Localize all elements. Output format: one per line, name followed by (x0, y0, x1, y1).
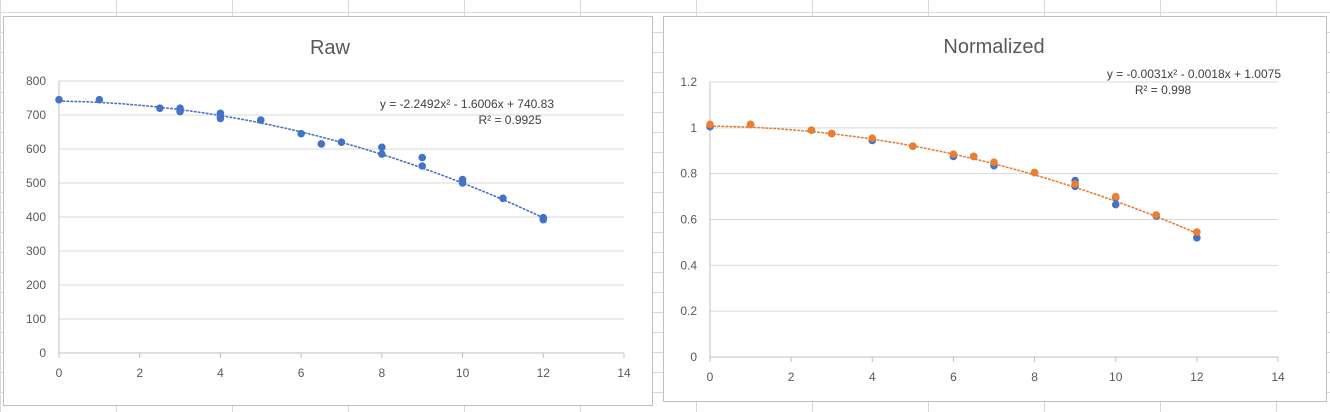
y-tick-label: 0.8 (680, 167, 697, 181)
y-tick-label: 0 (39, 346, 46, 360)
data-point (378, 143, 386, 152)
data-point (1030, 168, 1039, 177)
x-tick-label: 2 (788, 370, 795, 384)
x-tick-label: 8 (1031, 370, 1038, 384)
x-tick-label: 14 (1271, 370, 1285, 384)
y-tick-label: 1 (690, 121, 697, 135)
data-point (297, 129, 305, 138)
data-point (1152, 211, 1161, 219)
x-tick-label: 10 (456, 366, 470, 380)
x-tick-label: 12 (537, 366, 551, 380)
trendline-equation: y = -2.2492x² - 1.6006x + 740.83 (380, 97, 554, 111)
trendline-r2: R² = 0.9925 (478, 113, 541, 127)
y-tick-label: 1.2 (680, 75, 697, 89)
gridlines (58, 80, 625, 358)
chart-raw-svg: Raw 0 100 200 300 400 500 600 700 800 0 2 4 6 8 10 12 1… (26, 37, 631, 380)
data-point (458, 179, 467, 187)
x-tick-label: 0 (56, 366, 63, 380)
data-point (1071, 180, 1079, 188)
data-point (990, 158, 998, 167)
data-point (378, 150, 386, 158)
data-point (1111, 200, 1120, 209)
data-point (95, 95, 104, 104)
data-point (827, 129, 836, 138)
y-tick-label: 700 (26, 108, 46, 122)
data-point (909, 142, 917, 150)
trendline (709, 125, 1198, 235)
y-tick-label: 0.6 (680, 213, 697, 227)
x-tick-label: 8 (379, 366, 386, 380)
data-point (317, 140, 326, 148)
chart-normalized[interactable]: Normalized 0 0.2 0.4 0.6 0.8 1 1.2 0 2 4 6 8 10 12 14… (663, 16, 1327, 402)
data-point (868, 134, 877, 142)
points-group (706, 120, 1201, 242)
data-point (969, 152, 978, 161)
y-tick-labels: 0 100 200 300 400 500 600 700 800 (26, 74, 46, 360)
x-tick-label: 6 (298, 366, 305, 380)
data-point (156, 104, 164, 112)
x-tick-label: 4 (217, 366, 224, 380)
data-point (418, 162, 427, 170)
data-point (539, 215, 548, 224)
x-tick-label: 0 (707, 370, 714, 384)
x-tick-label: 2 (136, 366, 143, 380)
y-tick-label: 300 (26, 244, 46, 258)
data-point (256, 116, 265, 124)
trendline-group (709, 125, 1198, 235)
y-tick-label: 0.2 (680, 304, 697, 318)
data-point (55, 95, 63, 104)
y-tick-label: 0 (690, 350, 697, 364)
chart-title: Normalized (943, 36, 1044, 58)
data-point (1111, 192, 1120, 201)
data-point (807, 126, 816, 134)
trendline-group (58, 100, 545, 219)
data-point (949, 150, 958, 158)
gridlines (709, 81, 1279, 362)
data-point (746, 120, 755, 129)
x-tick-label: 4 (869, 370, 876, 384)
y-tick-label: 400 (26, 210, 46, 224)
data-point (1193, 234, 1201, 242)
trendline-r2: R² = 0.998 (1135, 83, 1192, 97)
y-tick-label: 500 (26, 176, 46, 190)
points-group (55, 95, 548, 224)
x-tick-labels: 0 2 4 6 8 10 12 14 (56, 366, 631, 380)
chart-normalized-svg: Normalized 0 0.2 0.4 0.6 0.8 1 1.2 0 2 4 6 8 10 12 14… (680, 36, 1285, 384)
y-tick-label: 200 (26, 278, 46, 292)
chart-raw[interactable]: Raw 0 100 200 300 400 500 600 700 800 0 2 4 6 8 10 12 1… (3, 16, 653, 406)
y-tick-labels: 0 0.2 0.4 0.6 0.8 1 1.2 (680, 75, 697, 364)
trendline (58, 100, 545, 219)
data-point (706, 120, 714, 129)
data-point (418, 153, 427, 162)
x-tick-label: 6 (950, 370, 957, 384)
data-point (499, 194, 507, 203)
x-tick-labels: 0 2 4 6 8 10 12 14 (707, 370, 1285, 384)
trendline-equation: y = -0.0031x² - 0.0018x + 1.0075 (1107, 67, 1281, 81)
data-point (176, 107, 184, 116)
data-point (216, 114, 225, 123)
chart-title: Raw (310, 37, 351, 59)
x-tick-label: 10 (1109, 370, 1123, 384)
y-tick-label: 100 (26, 312, 46, 326)
x-tick-label: 14 (617, 366, 631, 380)
x-tick-label: 12 (1190, 370, 1204, 384)
data-point (1193, 228, 1201, 236)
y-tick-label: 600 (26, 142, 46, 156)
y-tick-label: 800 (26, 74, 46, 88)
y-tick-label: 0.4 (680, 258, 697, 272)
data-point (337, 138, 346, 146)
